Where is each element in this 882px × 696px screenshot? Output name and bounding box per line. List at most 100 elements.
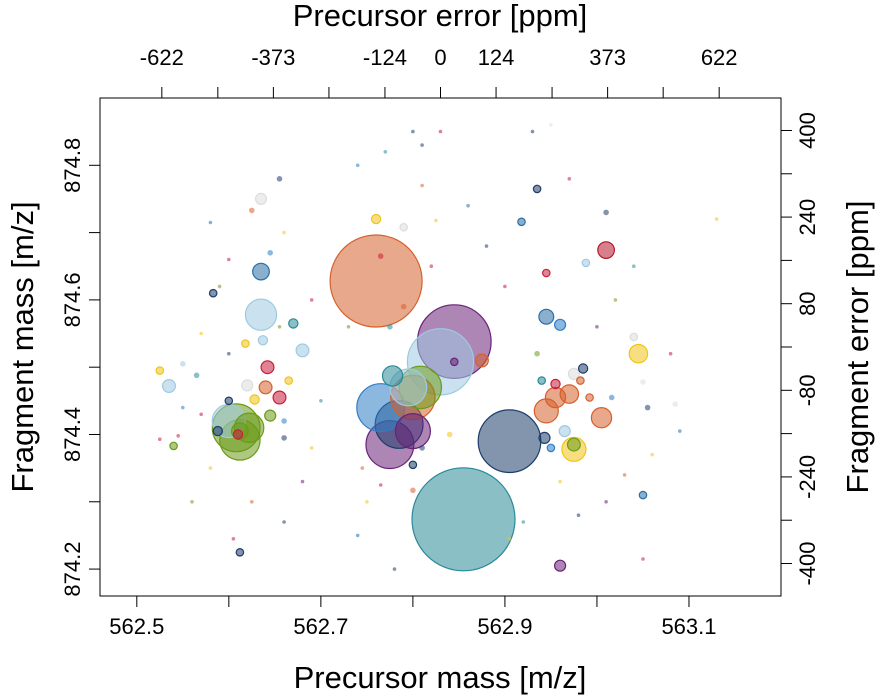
data-point	[365, 500, 369, 504]
x-axis-label: Precursor mass [m/z]	[294, 660, 587, 695]
data-point	[254, 192, 268, 205]
data-point	[282, 230, 286, 235]
data-point	[553, 559, 567, 572]
data-point	[532, 184, 542, 194]
data-point	[549, 123, 553, 127]
data-point	[257, 335, 269, 346]
data-point	[595, 325, 599, 329]
data-point	[546, 443, 556, 453]
data-point	[231, 537, 236, 541]
data-point	[217, 284, 222, 289]
right-tick-label: -80	[795, 374, 820, 406]
data-point	[281, 435, 287, 441]
data-point	[346, 325, 351, 329]
x-axis-bottom: 562.5 562.7 562.9 563.1	[109, 596, 717, 639]
top-tick-label: 373	[589, 45, 626, 70]
data-point	[613, 298, 618, 302]
data-point	[360, 466, 365, 470]
data-point	[212, 425, 223, 437]
data-point	[604, 500, 608, 504]
y-tick-label: 874.4	[60, 407, 85, 462]
data-point	[309, 298, 314, 302]
data-point	[241, 339, 250, 348]
right-axis-label: Fragment error [ppm]	[840, 201, 875, 494]
data-point	[284, 376, 294, 385]
data-point	[300, 479, 305, 484]
data-point	[503, 284, 507, 289]
data-point	[566, 437, 581, 452]
data-point	[534, 350, 540, 357]
data-point	[235, 547, 245, 557]
data-point	[392, 567, 397, 571]
data-point	[484, 244, 489, 248]
data-point	[288, 318, 299, 329]
data-point	[169, 441, 178, 451]
data-point	[208, 466, 213, 470]
data-point	[644, 404, 651, 411]
data-point	[208, 288, 218, 298]
data-point	[410, 487, 416, 494]
data-point	[507, 537, 512, 541]
y-axis-label: Fragment mass [m/z]	[5, 201, 40, 492]
top-tick-label: 124	[478, 45, 515, 70]
y-tick-label: 874.2	[60, 542, 85, 597]
data-point	[538, 308, 555, 325]
data-point	[180, 361, 186, 367]
data-point	[576, 513, 581, 517]
data-point	[190, 500, 194, 504]
data-point	[329, 234, 423, 328]
data-point	[628, 343, 649, 364]
data-point	[438, 129, 443, 134]
data-point	[370, 213, 382, 225]
top-tick-label: 0	[434, 45, 446, 70]
data-point	[355, 163, 360, 168]
data-point	[276, 176, 283, 182]
data-point	[244, 298, 278, 331]
data-point	[387, 324, 393, 330]
data-point	[199, 412, 203, 417]
data-point	[597, 241, 615, 260]
y-tick-label: 874.6	[60, 272, 85, 327]
data-point	[678, 429, 682, 433]
data-point	[193, 372, 200, 379]
data-point	[158, 437, 162, 442]
data-point	[199, 331, 203, 336]
data-point	[558, 479, 562, 484]
data-point	[581, 258, 591, 268]
top-tick-label: -124	[363, 45, 407, 70]
x-tick-label: 563.1	[661, 614, 716, 639]
data-point	[641, 557, 645, 561]
data-point	[530, 129, 535, 134]
right-tick-label: -400	[795, 541, 820, 585]
x-tick-label: 562.9	[477, 614, 532, 639]
data-point	[419, 445, 425, 451]
top-tick-label: -373	[251, 45, 295, 70]
data-point	[381, 365, 404, 387]
data-point	[227, 351, 231, 356]
data-point	[629, 332, 639, 342]
data-point	[429, 264, 434, 269]
data-point	[162, 379, 177, 394]
data-point	[282, 520, 286, 524]
data-point	[608, 394, 615, 401]
data-point	[640, 379, 646, 385]
data-point	[399, 222, 409, 232]
right-tick-label: 400	[795, 112, 820, 149]
data-point	[714, 217, 719, 221]
data-point	[181, 405, 185, 410]
data-point	[550, 378, 561, 390]
top-tick-label: -622	[140, 45, 184, 70]
data-point	[227, 257, 231, 262]
data-point	[394, 413, 431, 450]
data-point	[567, 177, 572, 181]
data-point	[208, 220, 213, 225]
data-point	[434, 218, 438, 223]
data-point	[559, 384, 580, 404]
data-point	[258, 380, 273, 395]
data-point	[521, 520, 526, 524]
data-point	[260, 360, 275, 375]
data-point	[449, 357, 459, 367]
data-point	[249, 207, 255, 214]
data-point	[155, 366, 165, 375]
